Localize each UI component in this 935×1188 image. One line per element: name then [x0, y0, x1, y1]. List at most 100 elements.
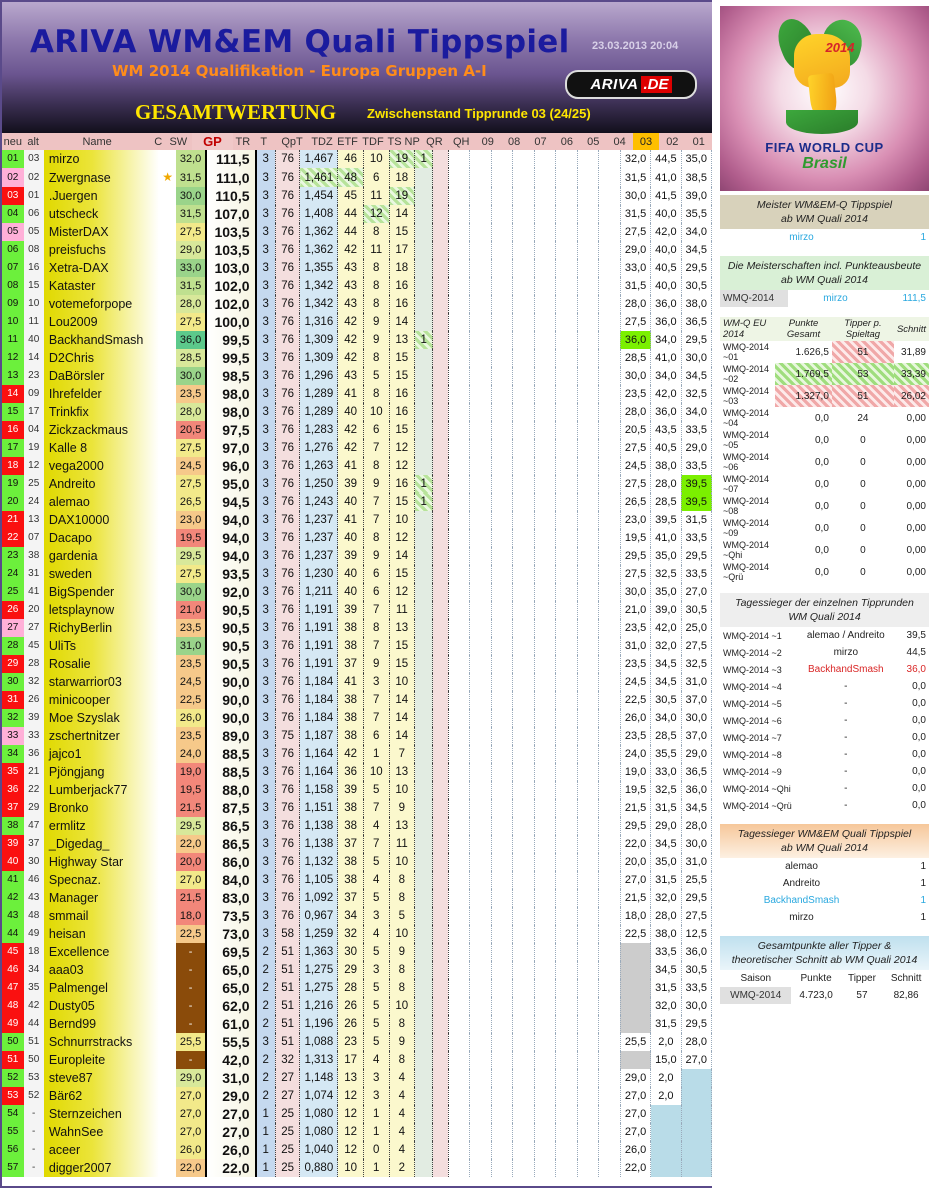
- table-row[interactable]: 51 50 Europleite -42,0 2 32 1,313 17 4 8 15,0 27,0: [2, 1051, 713, 1069]
- table-row[interactable]: 47 35 Palmengel -65,0 2 51 1,275 28 5 8 31,5 33,5: [2, 979, 713, 997]
- table-row[interactable]: 09 10 votemeforpope 28,0 102,0 3 76 1,342 43 8 16 2…: [2, 295, 713, 313]
- table-row[interactable]: 37 29 Bronko 21,5 87,5 3 76 1,151 38 7 9 21,5 31,5 34…: [2, 799, 713, 817]
- round-qr-cell: [447, 168, 470, 187]
- player-name: DaBörsler: [43, 367, 160, 385]
- table-row[interactable]: 21 13 DAX10000 23,0 94,0 3 76 1,237 41 7 10 23,0 39,…: [2, 511, 713, 529]
- table-row[interactable]: 04 06 utscheck 31,5 107,0 3 76 1,408 44 12 14 31,5 4…: [2, 205, 713, 223]
- table-row[interactable]: 02 02 Zwergnase ★ 31,5 111,0 3 76 1,461 48 6 18 31,5…: [2, 168, 713, 187]
- table-row[interactable]: 13 23 DaBörsler 30,0 98,5 3 76 1,296 43 5 15 30,0 34…: [2, 367, 713, 385]
- table-row[interactable]: 43 48 smmail 18,0 73,5 3 76 0,967 34 3 5 18,0 28,0 27…: [2, 907, 713, 925]
- table-row[interactable]: 17 19 Kalle 8 27,5 97,0 3 76 1,276 42 7 12 27,5 40,5…: [2, 439, 713, 457]
- table-row[interactable]: 29 28 Rosalie 23,5 90,5 3 76 1,191 37 9 15 23,5 34,5…: [2, 655, 713, 673]
- round-qh-cell: [469, 187, 492, 205]
- table-row[interactable]: 31 26 minicooper 22,5 90,0 3 76 1,184 38 7 14 22,5 3…: [2, 691, 713, 709]
- crown-cell: [159, 655, 176, 673]
- table-row[interactable]: 07 16 Xetra-DAX 33,0 103,0 3 76 1,355 43 8 18 33,0 4…: [2, 259, 713, 277]
- np-value: [432, 565, 449, 583]
- table-row[interactable]: 06 08 preisfuchs 29,0 103,5 3 76 1,362 42 11 17 29,…: [2, 241, 713, 259]
- table-row[interactable]: 30 32 starwarrior03 24,5 90,0 3 76 1,184 41 3 10 24…: [2, 673, 713, 691]
- table-row[interactable]: 18 12 vega2000 24,5 96,0 3 76 1,263 41 8 12 24,5 38,…: [2, 457, 713, 475]
- round-04-cell: [598, 529, 621, 547]
- ts-value: [414, 529, 433, 547]
- table-row[interactable]: 57- digger2007 22,0 22,0 1 25 0,880 10 1 2 22,0: [2, 1159, 713, 1177]
- round-07-cell: [533, 493, 556, 511]
- round-09-cell: [490, 637, 513, 655]
- table-row[interactable]: 15 17 Trinkfix 28,0 98,0 3 76 1,289 40 10 16 28,0 36…: [2, 403, 713, 421]
- crown-cell: [159, 943, 176, 961]
- round-qh-cell: [469, 853, 492, 871]
- table-row[interactable]: 32 39 Moe Szyslak 26,0 90,0 3 76 1,184 38 7 14 26,0…: [2, 709, 713, 727]
- table-row[interactable]: 48 42 Dusty05-62,0 2 51 1,216 26 5 10 32,0 30,0: [2, 997, 713, 1015]
- table-row[interactable]: 28 45 UliTs 31,0 90,5 3 76 1,191 38 7 15 31,0 32,0 27…: [2, 637, 713, 655]
- round-02-points: 40,5: [650, 259, 682, 277]
- table-row[interactable]: 45 18 Excellence -69,5 2 51 1,363 30 5 9 33,5 36,0: [2, 943, 713, 961]
- crown-cell: [159, 403, 176, 421]
- section-title: GESAMTWERTUNG: [135, 100, 337, 124]
- table-row[interactable]: 46 34 aaa03-65,0 2 51 1,275 29 3 8 34,5 30,5: [2, 961, 713, 979]
- table-row[interactable]: 12 14 D2Chris 28,5 99,5 3 76 1,309 42 8 15 28,5 41,0…: [2, 349, 713, 367]
- table-row[interactable]: 27 27 RichyBerlin 23,5 90,5 3 76 1,191 38 8 13 23,5…: [2, 619, 713, 637]
- table-row[interactable]: 36 22 Lumberjack77 19,5 88,0 3 76 1,158 39 5 10 19,…: [2, 781, 713, 799]
- table-row[interactable]: 23 38 gardenia 29,5 94,0 3 76 1,237 39 9 14 29,5 35,…: [2, 547, 713, 565]
- table-row[interactable]: 56- aceer 26,0 26,0 1 25 1,040 12 0 4 26,0: [2, 1141, 713, 1159]
- punkte-schnitt: 0,00: [906, 412, 926, 424]
- rank-old: 45: [23, 637, 44, 655]
- rank-old: 16: [23, 259, 44, 277]
- round-02-points: 39,5: [650, 511, 682, 529]
- table-row[interactable]: 26 20 letsplaynow 21,0 90,5 3 76 1,191 39 7 11 21,0…: [2, 601, 713, 619]
- col-header-01: 01: [685, 133, 712, 150]
- round-02-points: 32,5: [650, 781, 682, 799]
- round-06-cell: [555, 583, 578, 601]
- runde-label: WMQ-2014 ~2: [723, 647, 782, 658]
- round-08-cell: [512, 655, 535, 673]
- np-value: [432, 1051, 449, 1069]
- table-row[interactable]: 10 11 Lou2009 27,5 100,0 3 76 1,316 42 9 14 27,5 36,…: [2, 313, 713, 331]
- table-row[interactable]: 24 31 sweden 27,5 93,5 3 76 1,230 40 6 15 27,5 32,5 3…: [2, 565, 713, 583]
- table-row[interactable]: 44 49 heisan 22,5 73,0 3 58 1,259 32 4 10 22,5 38,0 1…: [2, 925, 713, 943]
- table-row[interactable]: 11 40 BackhandSmash 36,0 99,5 3 76 1,309 42 9 13 1 3…: [2, 331, 713, 349]
- panel-meister-header: Meister WM&EM-Q Tippspiel ab WM Quali 20…: [720, 195, 929, 229]
- table-row[interactable]: 49 44 Bernd99-61,0 2 51 1,196 26 5 8 31,5 29,5: [2, 1015, 713, 1033]
- table-row[interactable]: 35 21 Pjöngjang 19,0 88,5 3 76 1,164 36 10 13 19,0 3…: [2, 763, 713, 781]
- tdf-value: 2: [388, 1159, 415, 1177]
- rank-new: 06: [2, 241, 24, 259]
- table-row[interactable]: 54- Sternzeichen 27,0 27,0 1 25 1,080 12 1 4 27,0: [2, 1105, 713, 1123]
- tdf-value: 19: [388, 187, 415, 205]
- table-row[interactable]: 41 46 Specnaz. 27,0 84,0 3 76 1,105 38 4 8 27,0 31,5…: [2, 871, 713, 889]
- table-row[interactable]: 03 01 .Juergen 30,0 110,5 3 76 1,454 45 11 19 30,0 4…: [2, 187, 713, 205]
- table-row[interactable]: 34 36 jajco1 24,0 88,5 3 76 1,164 42 1 7 24,0 35,5 29…: [2, 745, 713, 763]
- round-05-cell: [576, 259, 599, 277]
- crown-cell: [159, 1087, 176, 1105]
- total-points: 27,0: [205, 1105, 257, 1123]
- table-row[interactable]: 53 52 Bär62 27,0 29,0 2 27 1,074 12 3 4 27,0 2,0: [2, 1087, 713, 1105]
- table-row[interactable]: 16 04 Zickzackmaus 20,5 97,5 3 76 1,283 42 6 15 20,…: [2, 421, 713, 439]
- table-row[interactable]: 40 30 Highway Star 20,0 86,0 3 76 1,132 38 5 10 20,…: [2, 853, 713, 871]
- round-qh-cell: [469, 1051, 492, 1069]
- table-row[interactable]: 20 24 alemao 26,5 94,5 3 76 1,243 40 7 15 1 26,5 28,5…: [2, 493, 713, 511]
- table-row[interactable]: 50 51 Schnurrstracks 25,5 55,5 3 51 1,088 23 5 9 25…: [2, 1033, 713, 1051]
- total-points: 29,0: [205, 1087, 257, 1105]
- rank-old: 09: [23, 385, 44, 403]
- round-02-points: 28,0: [650, 907, 682, 925]
- table-row[interactable]: 22 07 Dacapo 19,5 94,0 3 76 1,237 40 8 12 19,5 41,0 3…: [2, 529, 713, 547]
- round-01-points: 33,5: [680, 979, 713, 997]
- crown-cell: [159, 277, 176, 295]
- table-row[interactable]: 52 53 steve87 29,0 31,0 2 27 1,148 13 3 4 29,0 2,0: [2, 1069, 713, 1087]
- round-qh-cell: [469, 223, 492, 241]
- table-row[interactable]: 05 05 MisterDAX 27,5 103,5 3 76 1,362 44 8 15 27,5 4…: [2, 223, 713, 241]
- table-row[interactable]: 42 43 Manager 21,5 83,0 3 76 1,092 37 5 8 21,5 32,0 2…: [2, 889, 713, 907]
- table-row[interactable]: 25 41 BigSpender 30,0 92,0 3 76 1,211 40 6 12 30,0 3…: [2, 583, 713, 601]
- round-09-cell: [490, 349, 513, 367]
- table-row[interactable]: 33 33 zschertnitzer 23,5 89,0 3 75 1,187 38 6 14 23…: [2, 727, 713, 745]
- table-row[interactable]: 55- WahnSee 27,0 27,0 1 25 1,080 12 1 4 27,0: [2, 1123, 713, 1141]
- table-row[interactable]: 19 25 Andreito 27,5 95,0 3 76 1,250 39 9 16 1 27,5 28…: [2, 475, 713, 493]
- round-09-cell: [490, 439, 513, 457]
- round-06-cell: [555, 475, 578, 493]
- tips-count: 76: [274, 385, 300, 403]
- table-row[interactable]: 08 15 Kataster 31,5 102,0 3 76 1,342 43 8 16 31,5 40…: [2, 277, 713, 295]
- table-row[interactable]: 39 37 _Digedag_ 22,0 86,5 3 76 1,138 37 7 11 22,0 34…: [2, 835, 713, 853]
- round-05-cell: [576, 871, 599, 889]
- table-row[interactable]: 01 03 mirzo 32,0 111,5 3 76 1,467 46 10 19 1 32,0 44,…: [2, 150, 713, 168]
- table-row[interactable]: 38 47 ermlitz 29,5 86,5 3 76 1,138 38 4 13 29,5 29,0…: [2, 817, 713, 835]
- table-row[interactable]: 14 09 Ihrefelder 23,5 98,0 3 76 1,289 41 8 16 23,5 4…: [2, 385, 713, 403]
